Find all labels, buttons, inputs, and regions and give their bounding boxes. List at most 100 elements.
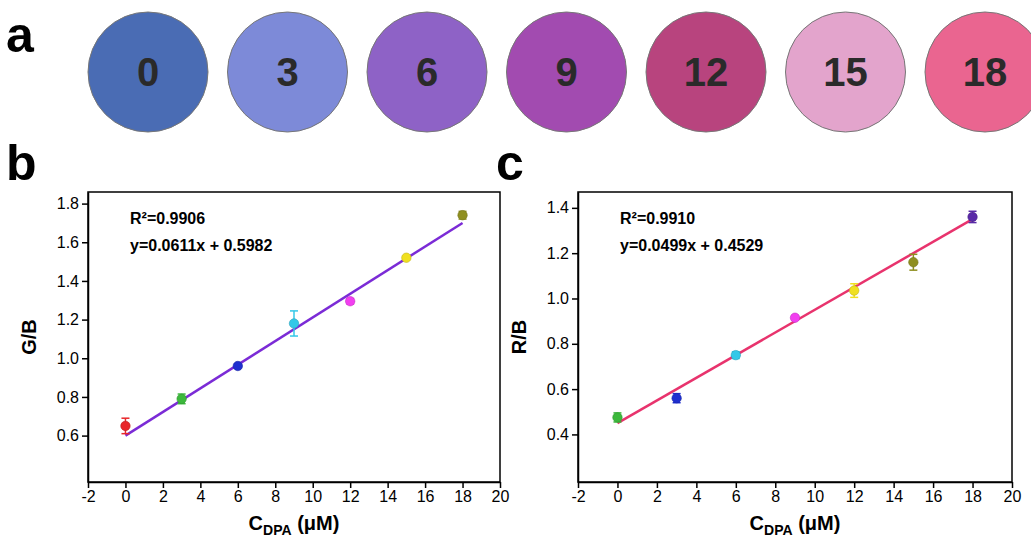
y-tick: 0.8 [547,335,578,352]
fit-line [125,223,462,436]
x-tick-mark [696,482,698,488]
swatch [646,12,766,132]
data-point [345,297,354,306]
y-axis: 0.6 0.8 1.0 1.2 1.4 1.6 1.8 [57,193,89,483]
x-tick-label: -2 [571,488,585,505]
y-tick-mark [82,435,88,437]
x-tick: 0 [122,482,131,505]
data-point [121,421,130,430]
x-tick: 18 [454,482,472,505]
x-tick: 10 [806,482,824,505]
x-axis: -202468101214161820 [571,482,1021,505]
y-tick-label: 0.8 [57,389,79,406]
x-tick: 2 [159,482,168,505]
x-axis-title-main: C [750,512,764,534]
x-tick-label: 4 [692,488,701,505]
y-tick-label: 1.0 [547,290,569,307]
x-tick: 10 [304,482,322,505]
swatch [88,12,208,132]
scatter-panel: c-2024681012141618200.40.60.81.01.21.4CD… [496,135,1022,538]
x-tick-mark [578,482,580,488]
data-point [402,253,411,262]
x-tick-label: 16 [925,488,943,505]
data-point [849,286,858,295]
error-bar [459,211,467,219]
y-tick: 1.4 [57,273,88,290]
x-tick-label: 10 [304,488,322,505]
y-tick: 0.8 [57,389,88,406]
error-bar-cap [850,283,858,285]
x-tick-mark [238,482,240,488]
y-tick-label: 0.8 [547,335,569,352]
x-tick-mark [854,482,856,488]
error-bar [121,418,129,433]
x-axis: -202468101214161820 [81,482,509,505]
x-tick-label: 2 [653,488,662,505]
error-bar [909,254,917,270]
y-tick: 0.4 [547,426,578,443]
plot-frame [88,192,500,482]
y-tick-label: 1.2 [57,311,79,328]
y-tick-label: 0.6 [57,427,79,444]
x-axis-title: CDPA (μM) [249,512,340,538]
x-tick-label: 20 [1004,488,1022,505]
x-tick: 8 [771,482,780,505]
error-bar-cap [290,310,298,312]
swatch-label: 18 [963,50,1008,94]
x-tick-mark [893,482,895,488]
error-bar [673,394,681,403]
panel-label: c [496,135,524,191]
x-tick-label: 6 [732,488,741,505]
x-tick: 12 [846,482,864,505]
y-tick-mark [82,281,88,283]
annotation: y=0.0499x + 0.4529 [620,237,763,254]
x-tick-label: 4 [196,488,205,505]
y-tick: 1.6 [57,234,88,251]
y-tick-mark [82,203,88,205]
y-axis-title: R/B [508,320,530,354]
x-tick-mark [350,482,352,488]
x-tick-label: 14 [379,488,397,505]
y-tick: 1.0 [547,290,578,307]
y-tick-label: 1.6 [57,234,79,251]
y-tick: 1.0 [57,350,88,367]
error-bar [850,284,858,298]
y-tick: 1.8 [57,195,88,212]
x-tick: 0 [614,482,623,505]
plot-area [613,211,978,423]
axis-line [89,482,501,484]
swatch [925,12,1031,132]
y-tick-label: 0.4 [547,426,569,443]
x-tick-mark [657,482,659,488]
x-axis-title-subscript: DPA [263,522,292,538]
y-tick-mark [572,208,578,210]
x-axis-title-suffix: (μM) [292,512,340,534]
data-point [289,319,298,328]
data-point [613,413,622,422]
data-point [968,212,977,221]
x-tick-mark [163,482,165,488]
y-tick-mark [82,242,88,244]
x-axis-title: CDPA (μM) [750,512,841,538]
x-tick-mark [200,482,202,488]
x-tick-label: 6 [234,488,243,505]
plot-area [121,210,468,435]
error-bar [613,413,621,422]
error-bar-cap [909,269,917,271]
y-tick-mark [82,319,88,321]
swatch [228,12,348,132]
error-bar-cap [121,417,129,419]
swatch [507,12,627,132]
y-tick-mark [572,434,578,436]
x-tick: 18 [964,482,982,505]
error-bar-cap [121,433,129,435]
x-tick-mark [500,482,502,488]
data-point [233,361,242,370]
y-tick-label: 1.8 [57,195,79,212]
x-tick: 6 [732,482,741,505]
y-tick-label: 0.6 [547,381,569,398]
y-tick-mark [572,389,578,391]
x-tick: 12 [342,482,360,505]
x-tick-label: 12 [846,488,864,505]
y-tick: 1.2 [57,311,88,328]
